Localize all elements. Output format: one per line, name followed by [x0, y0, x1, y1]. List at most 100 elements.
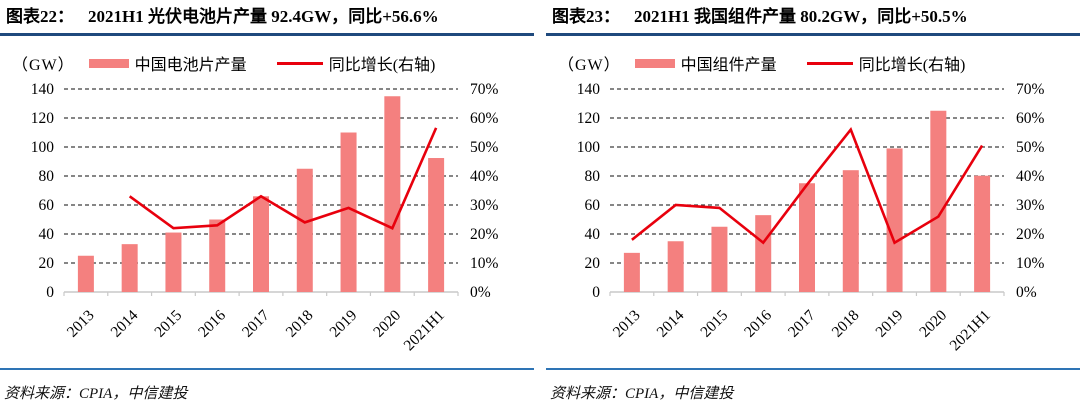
x-axis-category-label: 2014 — [654, 307, 688, 341]
right-axis-tick-label: 60% — [1016, 110, 1045, 127]
line-series-swatch — [276, 61, 323, 65]
right-axis-tick-label: 30% — [1016, 197, 1045, 214]
x-axis-category-label: 2018 — [283, 307, 317, 341]
caption-divider — [0, 33, 534, 36]
legend-item-line-series: 同比增长(右轴) — [247, 51, 436, 75]
right-axis-tick-label: 10% — [470, 255, 499, 272]
panel-cell-production: 图表22： 2021H1 光伏电池片产量 92.4GW，同比+56.6% （GW）… — [0, 5, 534, 410]
source-note: 资料来源：CPIA，中信建投 — [4, 386, 188, 402]
x-axis-category-label: 2020 — [370, 307, 404, 341]
chart-legend: （GW） 中国组件产量 同比增长(右轴) — [546, 51, 1080, 75]
source-note: 资料来源：CPIA，中信建投 — [550, 386, 734, 402]
panel-module-production: 图表23： 2021H1 我国组件产量 80.2GW，同比+50.5% （GW） … — [546, 5, 1080, 410]
right-axis-tick-label: 0% — [470, 284, 491, 301]
right-axis-tick-label: 20% — [470, 226, 499, 243]
bar-2016 — [755, 215, 772, 292]
bar-series-swatch — [634, 58, 675, 68]
pv-cell-output-chart: 0 20 40 60 80 100 120 140 0% 10% 20% 30% 40% 50% 60% 70… — [31, 81, 499, 354]
x-axis-category-label: 2020 — [916, 307, 950, 341]
left-axis-tick-label: 40 — [585, 226, 601, 243]
yoy-growth-line — [128, 127, 438, 230]
bar-2017 — [799, 183, 815, 292]
bar-2020 — [930, 110, 947, 292]
bar-2020 — [384, 96, 401, 292]
x-axis-category-label: 2019 — [326, 307, 360, 341]
left-axis-tick-label: 40 — [39, 226, 55, 243]
left-axis-tick-label: 120 — [31, 110, 55, 127]
figure-title: 2021H1 光伏电池片产量 92.4GW，同比+56.6% — [88, 7, 439, 26]
bar-2014 — [667, 241, 684, 292]
x-axis-category-label: 2016 — [195, 307, 229, 341]
chart-legend: （GW） 中国电池片产量 同比增长(右轴) — [0, 51, 534, 75]
left-axis-tick-label: 0 — [46, 284, 54, 301]
left-axis-tick-label: 80 — [39, 168, 55, 185]
x-axis-category-label: 2018 — [829, 307, 863, 341]
bar-2021H1 — [974, 175, 991, 292]
footer-divider — [0, 368, 534, 370]
right-axis-tick-label: 0% — [1016, 284, 1037, 301]
figure-title: 2021H1 我国组件产量 80.2GW，同比+50.5% — [634, 7, 968, 26]
bar-2016 — [209, 219, 226, 292]
x-axis-category-label: 2016 — [741, 307, 775, 341]
figure-caption: 图表23： 2021H1 我国组件产量 80.2GW，同比+50.5% — [546, 5, 1080, 29]
bar-series-label: 中国电池片产量 — [134, 57, 247, 74]
bar-2017 — [253, 196, 269, 292]
legend-item-bar-series: 中国组件产量 — [634, 51, 777, 75]
right-axis-tick-label: 60% — [470, 110, 499, 127]
x-axis-category-label: 2015 — [697, 307, 731, 341]
left-axis-unit-label: （GW） — [558, 57, 621, 74]
figure-caption: 图表22： 2021H1 光伏电池片产量 92.4GW，同比+56.6% — [0, 5, 534, 29]
bar-2019 — [340, 132, 357, 292]
x-axis-category-label: 2013 — [64, 307, 98, 341]
pv-module-output-chart: 0 20 40 60 80 100 120 140 0% 10% 20% 30% 40% 50% 60% 70… — [577, 81, 1045, 354]
bar-2018 — [296, 168, 313, 292]
x-axis-category-label: 2014 — [108, 307, 142, 341]
left-axis-tick-label: 140 — [31, 81, 55, 98]
x-axis-category-label: 2021H1 — [401, 307, 448, 354]
x-axis-category-label: 2015 — [151, 307, 185, 341]
yoy-growth-line — [631, 127, 984, 245]
left-axis-tick-label: 20 — [585, 255, 601, 272]
bar-2013 — [623, 252, 640, 292]
left-axis-tick-label: 100 — [577, 139, 601, 156]
x-axis-category-label: 2013 — [610, 307, 644, 341]
figure-number: 图表22： — [6, 7, 74, 26]
line-series-label: 同比增长(右轴) — [858, 57, 966, 74]
left-axis-unit-label: （GW） — [12, 57, 75, 74]
footer-divider — [546, 368, 1080, 370]
right-axis-tick-label: 10% — [1016, 255, 1045, 272]
left-axis-tick-label: 120 — [577, 110, 601, 127]
left-axis-tick-label: 100 — [31, 139, 55, 156]
caption-divider — [546, 33, 1080, 36]
bar-2019 — [886, 148, 903, 292]
bar-2013 — [77, 255, 94, 292]
right-axis-tick-label: 70% — [470, 81, 499, 98]
x-axis-category-label: 2017 — [785, 307, 819, 341]
right-axis-tick-label: 50% — [470, 139, 499, 156]
x-axis-category-label: 2017 — [239, 307, 273, 341]
bar-series-label: 中国组件产量 — [680, 57, 777, 74]
bar-2015 — [165, 232, 182, 292]
bar-2018 — [842, 170, 859, 292]
figure-number: 图表23： — [552, 7, 620, 26]
bar-2015 — [711, 226, 728, 292]
bar-series-swatch — [88, 58, 129, 68]
x-axis-category-label: 2021H1 — [947, 307, 994, 354]
left-axis-tick-label: 0 — [592, 284, 600, 301]
line-series-swatch — [806, 61, 853, 65]
bar-2021H1 — [428, 158, 445, 292]
legend-item-bar-series: 中国电池片产量 — [88, 51, 247, 75]
x-axis-category-label: 2019 — [872, 307, 906, 341]
right-axis-tick-label: 20% — [1016, 226, 1045, 243]
right-axis-tick-label: 30% — [470, 197, 499, 214]
right-axis-tick-label: 70% — [1016, 81, 1045, 98]
line-series-label: 同比增长(右轴) — [328, 57, 436, 74]
left-axis-tick-label: 20 — [39, 255, 55, 272]
left-axis-tick-label: 60 — [585, 197, 601, 214]
right-axis-tick-label: 40% — [470, 168, 499, 185]
right-axis-tick-label: 40% — [1016, 168, 1045, 185]
left-axis-tick-label: 60 — [39, 197, 55, 214]
legend-item-line-series: 同比增长(右轴) — [777, 51, 966, 75]
bar-2014 — [121, 244, 138, 292]
